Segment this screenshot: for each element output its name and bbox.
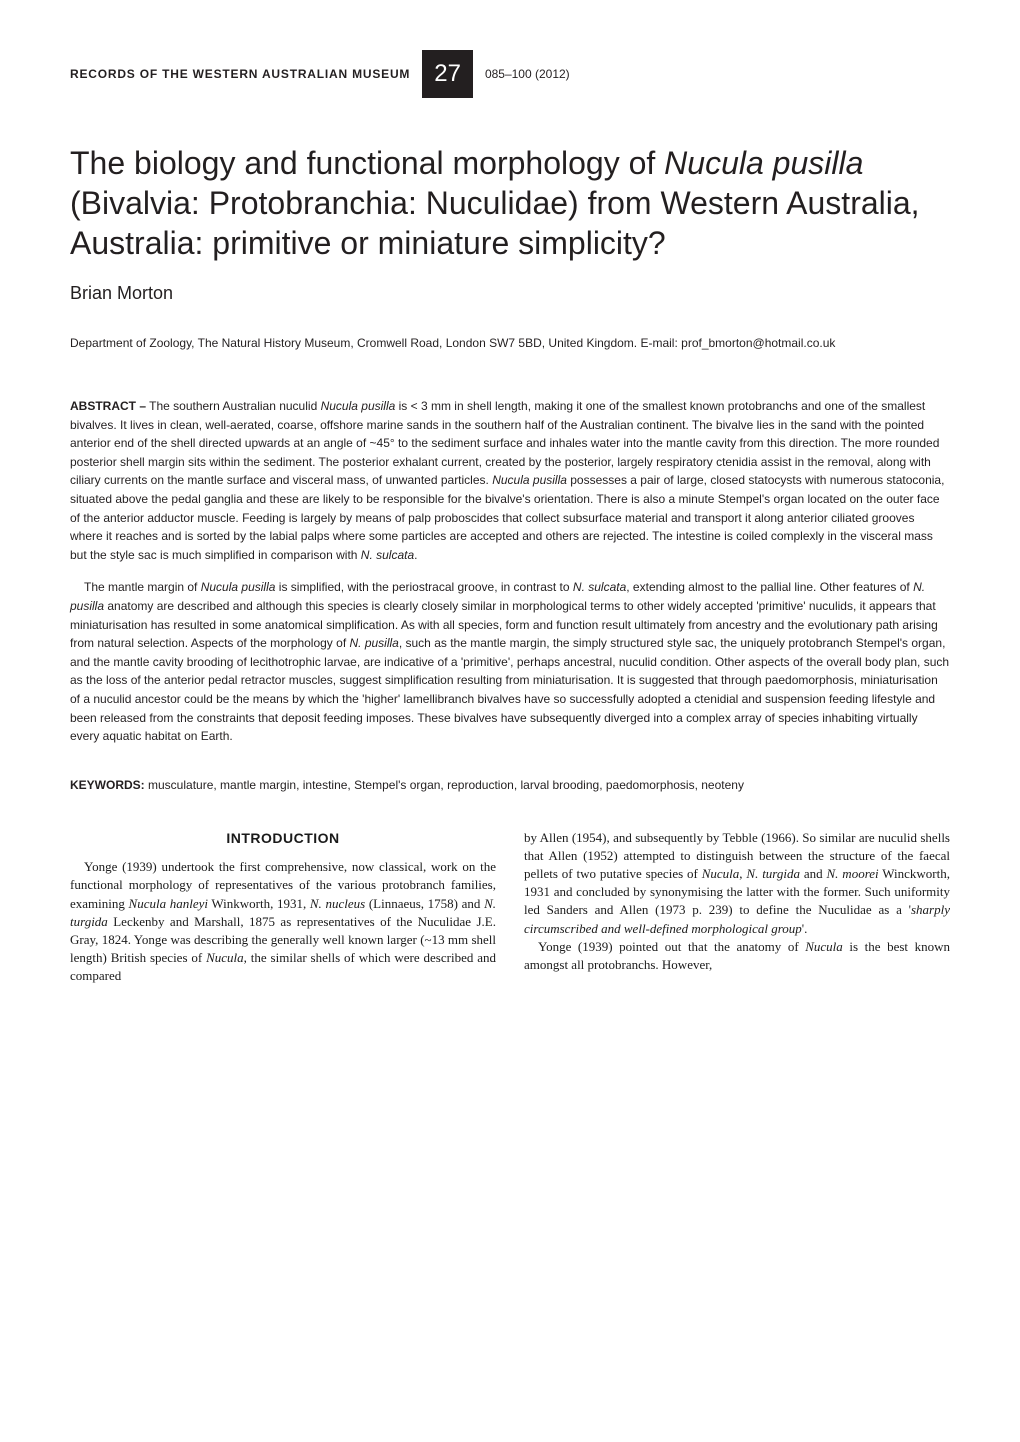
journal-name: RECORDS OF THE WESTERN AUSTRALIAN MUSEUM [70,67,410,81]
author-name: Brian Morton [70,283,950,304]
author-affiliation: Department of Zoology, The Natural Histo… [70,334,950,352]
abstract-para-2: The mantle margin of Nucula pusilla is s… [70,578,950,745]
intro-para-1-cont: by Allen (1954), and subsequently by Teb… [524,829,950,938]
column-left: INTRODUCTION Yonge (1939) undertook the … [70,829,496,986]
abstract-text-1: The southern Australian nuculid Nucula p… [70,399,944,562]
body-columns: INTRODUCTION Yonge (1939) undertook the … [70,829,950,986]
keywords-text: musculature, mantle margin, intestine, S… [145,778,744,792]
abstract-label: ABSTRACT – [70,399,146,413]
column-right: by Allen (1954), and subsequently by Teb… [524,829,950,986]
volume-box: 27 [422,50,473,98]
keywords-block: KEYWORDS: musculature, mantle margin, in… [70,776,950,794]
intro-para-2: Yonge (1939) pointed out that the anatom… [524,938,950,974]
keywords-label: KEYWORDS: [70,778,145,792]
introduction-heading: INTRODUCTION [70,829,496,849]
page-range: 085–100 (2012) [485,67,570,81]
running-header: RECORDS OF THE WESTERN AUSTRALIAN MUSEUM… [70,50,950,98]
intro-para-1: Yonge (1939) undertook the first compreh… [70,858,496,985]
abstract-para-1: ABSTRACT – The southern Australian nucul… [70,397,950,564]
abstract-block: ABSTRACT – The southern Australian nucul… [70,397,950,746]
article-title: The biology and functional morphology of… [70,143,950,263]
